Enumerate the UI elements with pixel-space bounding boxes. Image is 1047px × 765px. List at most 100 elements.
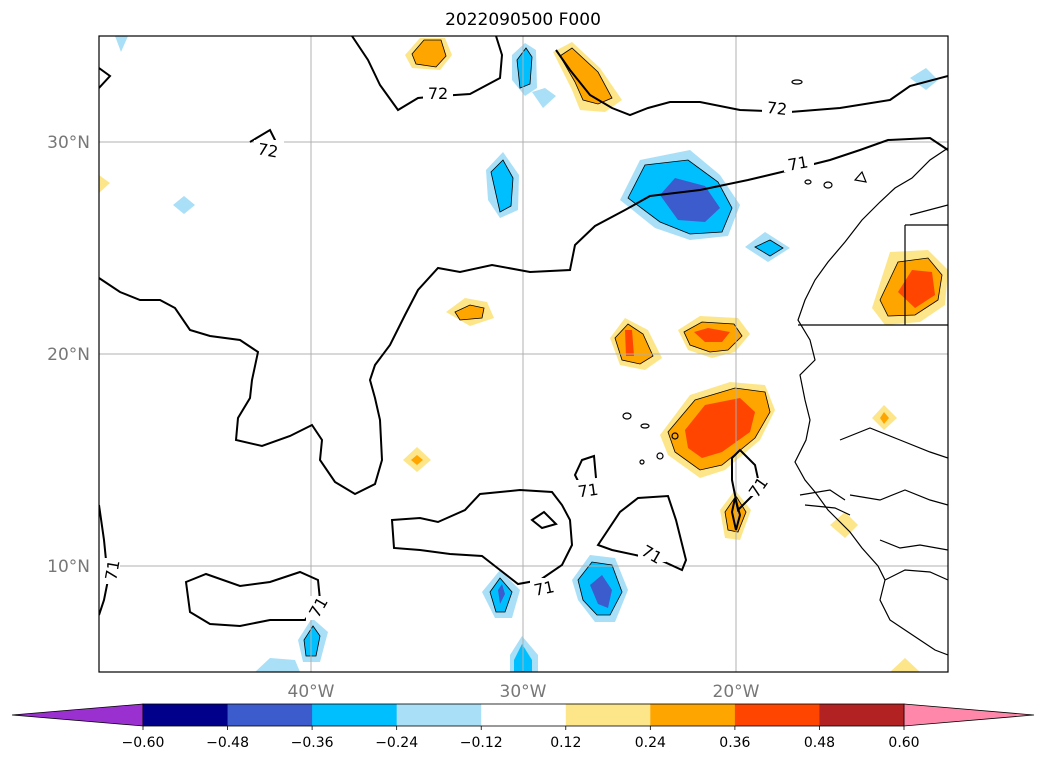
colorbar-bin xyxy=(143,704,229,726)
shade-blob xyxy=(560,48,612,104)
clabel-bg xyxy=(99,558,120,584)
shade-blob xyxy=(532,88,556,108)
contour-71 xyxy=(596,494,688,572)
contour-label: 72 xyxy=(256,139,279,161)
clabel-bg xyxy=(423,84,453,102)
shade-blob xyxy=(498,584,505,604)
island-canary xyxy=(823,181,833,189)
outline xyxy=(614,323,654,365)
map-area: 72 72 72 71 71 71 71 71 71 71 xyxy=(99,36,948,672)
clabel-bg xyxy=(744,478,772,496)
island-capeverde xyxy=(639,459,645,465)
shaded-fields xyxy=(99,36,948,672)
lat-label: 30°N xyxy=(47,133,90,153)
colorbar-bin xyxy=(312,704,398,726)
lon-label: 20°W xyxy=(713,682,760,702)
colorbar-tick-label: −0.36 xyxy=(291,735,334,751)
island-capeverde xyxy=(640,423,650,429)
shade-blob xyxy=(491,160,513,212)
contour-label: 72 xyxy=(428,84,448,103)
colorbar-bin xyxy=(734,704,820,726)
colorbar-bin xyxy=(227,704,313,726)
shade-blob xyxy=(830,512,858,538)
outline xyxy=(489,577,513,613)
colorbar-extend-high xyxy=(903,703,1035,727)
contour-label: 71 xyxy=(786,152,809,174)
shade-blob xyxy=(412,40,446,67)
contour-label: 71 xyxy=(532,577,556,600)
lon-label: 30°W xyxy=(500,682,547,702)
colorbar-tick-label: 0.48 xyxy=(804,735,835,751)
contour-label: 71 xyxy=(101,558,123,581)
island-capeverde xyxy=(656,452,664,460)
lon-label: 40°W xyxy=(288,682,335,702)
outline xyxy=(577,561,623,616)
shade-blob xyxy=(173,196,195,214)
island-canary xyxy=(791,79,803,85)
colorbar-bin xyxy=(481,704,567,726)
colorbar-tick-label: −0.24 xyxy=(375,735,418,751)
contour-71 xyxy=(390,488,574,586)
colorbar-tick-label: 0.60 xyxy=(888,735,919,751)
colorbar-frame xyxy=(142,703,905,727)
outline xyxy=(490,159,514,213)
shade-blob xyxy=(890,658,920,672)
shade-blob xyxy=(304,626,320,656)
island-canary xyxy=(804,179,812,185)
coast-border xyxy=(849,489,948,506)
shade-blob xyxy=(898,270,935,308)
colorbar-tick-label: 0.36 xyxy=(719,735,750,751)
clabel-bg xyxy=(254,140,284,158)
outline xyxy=(879,257,943,317)
clabel-bg xyxy=(762,99,792,117)
coast-border xyxy=(839,427,948,459)
island-canary xyxy=(853,170,867,183)
clabel-bg xyxy=(306,596,332,620)
clabel-bg xyxy=(638,544,666,562)
island-capeverde xyxy=(671,432,679,440)
contour-71 xyxy=(730,497,742,531)
coast-border xyxy=(884,569,948,581)
coastlines xyxy=(622,79,948,656)
shade-blob xyxy=(910,68,938,90)
colorbar-tick-label: 0.24 xyxy=(635,735,666,751)
shade-blob xyxy=(411,455,423,465)
contour-72 xyxy=(555,49,948,117)
outline xyxy=(627,159,733,235)
coast-border xyxy=(804,504,851,516)
outline xyxy=(411,39,447,68)
shade-outlines xyxy=(303,39,943,657)
shade-blob xyxy=(517,48,532,88)
clabel-bg xyxy=(784,154,814,172)
coast-africa xyxy=(794,147,948,656)
shade-blob xyxy=(880,412,889,424)
shade-blob xyxy=(99,175,110,193)
contour-71 xyxy=(530,510,558,530)
chart-title: 2022090500 F000 xyxy=(445,10,601,30)
coast-border xyxy=(799,489,846,501)
outline xyxy=(516,47,533,89)
contour-72 xyxy=(99,67,112,89)
colorbar-extend-low xyxy=(11,703,144,727)
shade-blob xyxy=(685,398,755,458)
contour-label: 72 xyxy=(766,98,788,119)
outline xyxy=(559,47,613,105)
lat-label: 10°N xyxy=(47,557,90,577)
shade-blob xyxy=(625,330,634,356)
colorbar-tick-label: −0.48 xyxy=(206,735,249,751)
colorbar-tick-label: −0.60 xyxy=(122,735,165,751)
shade-blob xyxy=(115,36,128,52)
colorbar-bin xyxy=(650,704,736,726)
clabel-bg xyxy=(530,578,558,596)
shade-blob xyxy=(590,575,612,608)
outline xyxy=(667,387,771,471)
outline xyxy=(683,321,743,353)
lat-label: 20°N xyxy=(47,345,90,365)
colorbar-bin xyxy=(819,704,905,726)
colorbar-bin xyxy=(565,704,651,726)
contour-71 xyxy=(99,136,948,496)
outline xyxy=(754,239,784,257)
contour-labels: 72 72 72 71 71 71 71 71 71 71 xyxy=(99,84,814,621)
shade-blob xyxy=(694,328,730,342)
